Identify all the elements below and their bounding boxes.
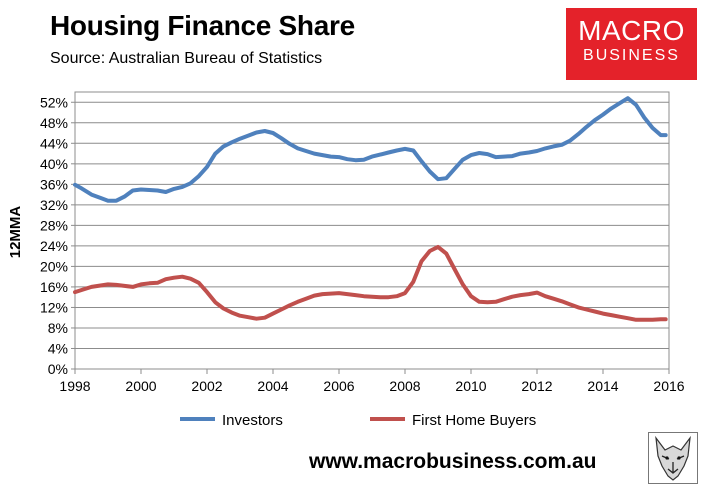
x-tick-label: 2016 <box>653 378 684 394</box>
y-tick-label: 44% <box>40 135 68 151</box>
y-tick-label: 40% <box>40 156 68 172</box>
x-tick-label: 1998 <box>59 378 90 394</box>
series-lines <box>73 96 668 322</box>
logo-line-2: BUSINESS <box>583 47 680 64</box>
y-tick-label: 4% <box>48 340 68 356</box>
legend-label: Investors <box>222 412 283 429</box>
y-tick-label: 0% <box>48 361 68 377</box>
x-tick-label: 2008 <box>389 378 420 394</box>
y-tick-label: 12% <box>40 299 68 315</box>
legend: Investors First Home Buyers <box>180 412 536 429</box>
y-tick-label: 8% <box>48 320 68 336</box>
chart-source: Source: Australian Bureau of Statistics <box>50 50 323 67</box>
legend-label: First Home Buyers <box>412 412 536 429</box>
y-axis-label: 12MMA <box>7 206 24 259</box>
gridlines <box>75 101 669 349</box>
y-tick-label: 32% <box>40 197 68 213</box>
wolf-icon <box>648 432 698 484</box>
x-tick-label: 2014 <box>587 378 618 394</box>
y-tick-label: 36% <box>40 176 68 192</box>
series-line-first-home-buyers <box>73 244 668 322</box>
x-tick-label: 2002 <box>191 378 222 394</box>
x-tick-label: 2006 <box>323 378 354 394</box>
y-tick-label: 24% <box>40 238 68 254</box>
logo-line-1: MACRO <box>578 15 685 46</box>
series-line-investors <box>73 96 668 203</box>
y-tick-label: 20% <box>40 258 68 274</box>
x-tick-label: 2004 <box>257 378 288 394</box>
y-tick-label: 48% <box>40 115 68 131</box>
x-tick-label: 2000 <box>125 378 156 394</box>
chart-title: Housing Finance Share <box>50 10 355 41</box>
y-tick-label: 28% <box>40 217 68 233</box>
footer-url: www.macrobusiness.com.au <box>309 450 597 473</box>
y-tick-label: 52% <box>40 94 68 110</box>
x-tick-label: 2012 <box>521 378 552 394</box>
brand-logo: MACRO BUSINESS <box>566 8 697 80</box>
y-tick-label: 16% <box>40 279 68 295</box>
x-tick-label: 2010 <box>455 378 486 394</box>
line-chart: 0%4%8%12%16%20%24%28%32%36%40%44%48%52% … <box>7 91 685 429</box>
y-axis-ticks: 0% 4% 8% 12% 16% 20% 24% 28% 32% 36% 40% 44% 48% 52% <box>40 94 75 377</box>
x-axis-ticks: 1998 2000 2002 2004 2006 2008 2010 2012 2014 2016 <box>59 369 685 394</box>
